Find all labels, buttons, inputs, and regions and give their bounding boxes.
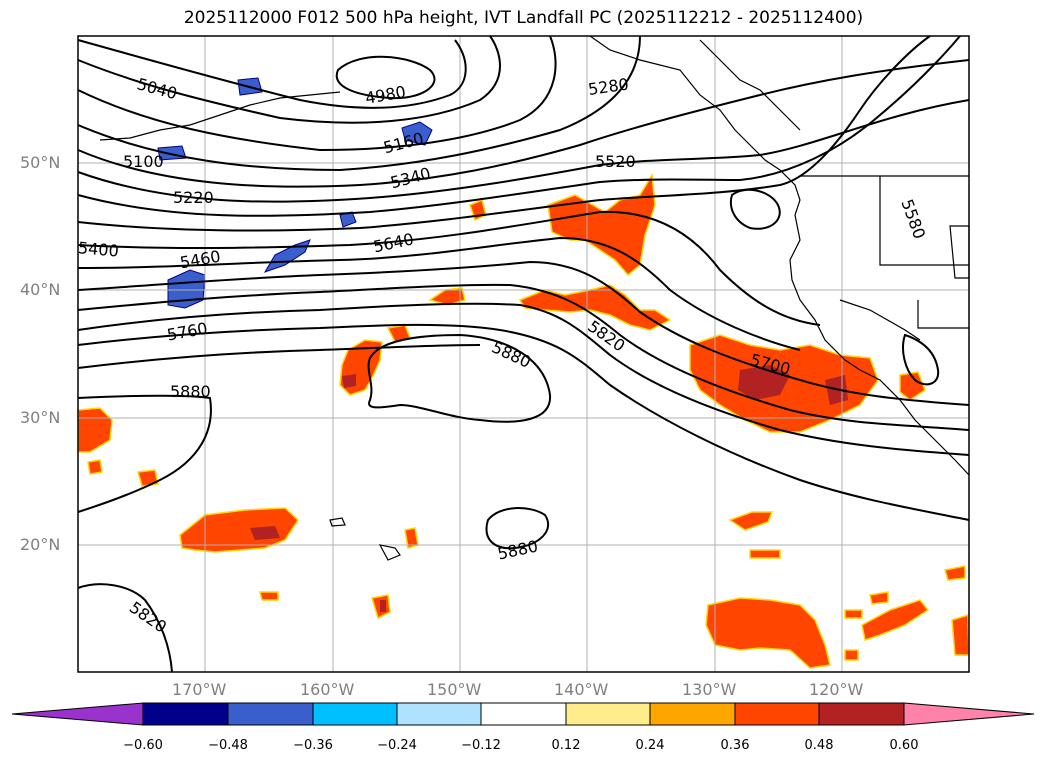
- height-contours: [77, 35, 970, 673]
- contour-labels: 5040 4980 5280 5160 5100 5340 5520 5220 …: [77, 74, 929, 636]
- colorbar: [11, 702, 1035, 726]
- lon-label: 120°W: [809, 680, 864, 699]
- colorbar-tick: 0.12: [551, 738, 581, 753]
- lon-label: 130°W: [682, 680, 737, 699]
- colorbar-tick: 0.48: [804, 738, 834, 753]
- lat-label: 30°N: [20, 408, 61, 427]
- colorbar-tick: 0.60: [889, 738, 919, 753]
- lon-label: 140°W: [554, 680, 609, 699]
- contour-label: 5880: [170, 382, 211, 401]
- lon-label: 150°W: [427, 680, 482, 699]
- colorbar-tick: 0.24: [635, 738, 665, 753]
- colorbar-tick: −0.24: [377, 738, 417, 753]
- colorbar-tick: −0.48: [208, 738, 248, 753]
- colorbar-tick: 0.36: [720, 738, 750, 753]
- contour-label: 5100: [123, 152, 164, 171]
- lat-label: 20°N: [20, 535, 61, 554]
- graticule: [78, 36, 969, 672]
- ivt-negative-regions: [157, 77, 433, 309]
- colorbar-tick: −0.12: [461, 738, 501, 753]
- lon-label: 170°W: [172, 680, 227, 699]
- contour-label: 5400: [77, 238, 119, 260]
- lat-label: 40°N: [20, 280, 61, 299]
- coastlines: [99, 35, 970, 561]
- colorbar-tick: −0.60: [123, 738, 163, 753]
- lon-label: 160°W: [300, 680, 355, 699]
- colorbar-tick: −0.36: [293, 738, 333, 753]
- map-title: 2025112000 F012 500 hPa height, IVT Land…: [183, 8, 864, 28]
- ivt-positive-regions: [77, 172, 970, 669]
- lat-label: 50°N: [20, 153, 61, 172]
- contour-label: 5520: [595, 152, 636, 171]
- contour-label: 5220: [173, 188, 214, 207]
